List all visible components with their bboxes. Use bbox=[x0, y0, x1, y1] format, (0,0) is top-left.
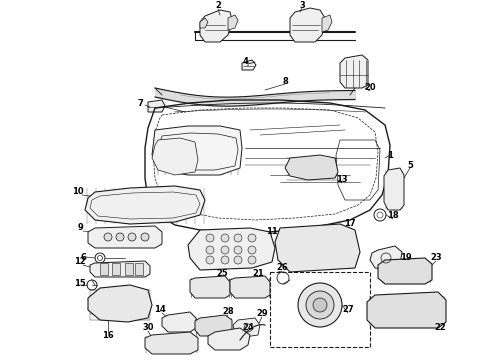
Polygon shape bbox=[233, 318, 260, 337]
Bar bbox=[112, 263, 120, 275]
Polygon shape bbox=[145, 332, 198, 354]
Text: 8: 8 bbox=[282, 77, 288, 85]
Bar bbox=[125, 263, 133, 275]
Polygon shape bbox=[200, 18, 208, 28]
Text: 14: 14 bbox=[154, 306, 166, 315]
Text: 25: 25 bbox=[216, 270, 228, 279]
Text: 5: 5 bbox=[407, 161, 413, 170]
Bar bbox=[135, 263, 143, 275]
Polygon shape bbox=[290, 8, 325, 42]
Circle shape bbox=[221, 246, 229, 254]
Circle shape bbox=[298, 283, 342, 327]
Text: 12: 12 bbox=[74, 257, 86, 266]
Circle shape bbox=[313, 298, 327, 312]
Bar bbox=[100, 263, 108, 275]
Circle shape bbox=[234, 234, 242, 242]
Text: 20: 20 bbox=[364, 84, 376, 93]
Text: 4: 4 bbox=[242, 58, 248, 67]
Polygon shape bbox=[152, 126, 242, 175]
Text: 11: 11 bbox=[266, 228, 278, 237]
Text: 9: 9 bbox=[77, 224, 83, 233]
Text: 23: 23 bbox=[430, 253, 442, 262]
Circle shape bbox=[221, 234, 229, 242]
Text: 6: 6 bbox=[80, 252, 86, 261]
Circle shape bbox=[248, 246, 256, 254]
Polygon shape bbox=[384, 168, 404, 210]
Circle shape bbox=[104, 233, 112, 241]
Polygon shape bbox=[370, 246, 402, 270]
Text: 21: 21 bbox=[252, 270, 264, 279]
Polygon shape bbox=[200, 10, 232, 42]
Text: 3: 3 bbox=[299, 0, 305, 9]
Text: 1: 1 bbox=[387, 150, 393, 159]
Polygon shape bbox=[340, 55, 368, 88]
Polygon shape bbox=[322, 15, 332, 32]
Circle shape bbox=[206, 256, 214, 264]
Polygon shape bbox=[162, 312, 196, 332]
Text: 27: 27 bbox=[342, 306, 354, 315]
Circle shape bbox=[248, 234, 256, 242]
Polygon shape bbox=[195, 315, 232, 336]
Circle shape bbox=[116, 233, 124, 241]
Polygon shape bbox=[228, 15, 238, 30]
Polygon shape bbox=[367, 292, 446, 328]
Text: 2: 2 bbox=[215, 1, 221, 10]
Polygon shape bbox=[85, 186, 205, 224]
Text: 16: 16 bbox=[102, 330, 114, 339]
Circle shape bbox=[128, 233, 136, 241]
Text: 28: 28 bbox=[222, 307, 234, 316]
Text: 22: 22 bbox=[434, 324, 446, 333]
Circle shape bbox=[248, 256, 256, 264]
Text: 13: 13 bbox=[336, 175, 348, 184]
Polygon shape bbox=[148, 100, 165, 112]
Text: 10: 10 bbox=[72, 188, 84, 197]
Polygon shape bbox=[88, 285, 152, 322]
Text: 15: 15 bbox=[74, 279, 86, 288]
Polygon shape bbox=[90, 261, 150, 277]
Polygon shape bbox=[88, 226, 162, 248]
Circle shape bbox=[206, 246, 214, 254]
Circle shape bbox=[234, 256, 242, 264]
Text: 29: 29 bbox=[256, 310, 268, 319]
Circle shape bbox=[206, 234, 214, 242]
Polygon shape bbox=[285, 155, 338, 180]
Circle shape bbox=[221, 256, 229, 264]
Polygon shape bbox=[242, 60, 256, 70]
Polygon shape bbox=[378, 258, 432, 284]
Polygon shape bbox=[190, 276, 230, 298]
Text: 26: 26 bbox=[276, 264, 288, 273]
Polygon shape bbox=[188, 228, 275, 270]
Text: 7: 7 bbox=[137, 99, 143, 108]
Circle shape bbox=[234, 246, 242, 254]
Polygon shape bbox=[275, 224, 360, 272]
Circle shape bbox=[141, 233, 149, 241]
Polygon shape bbox=[152, 138, 198, 175]
Bar bbox=[270, 272, 370, 347]
Text: 18: 18 bbox=[387, 211, 399, 220]
Circle shape bbox=[306, 291, 334, 319]
Polygon shape bbox=[230, 276, 270, 298]
Text: 19: 19 bbox=[400, 253, 412, 262]
Text: 24: 24 bbox=[242, 324, 254, 333]
Text: 17: 17 bbox=[344, 220, 356, 229]
Text: 30: 30 bbox=[142, 324, 154, 333]
Polygon shape bbox=[208, 328, 250, 350]
